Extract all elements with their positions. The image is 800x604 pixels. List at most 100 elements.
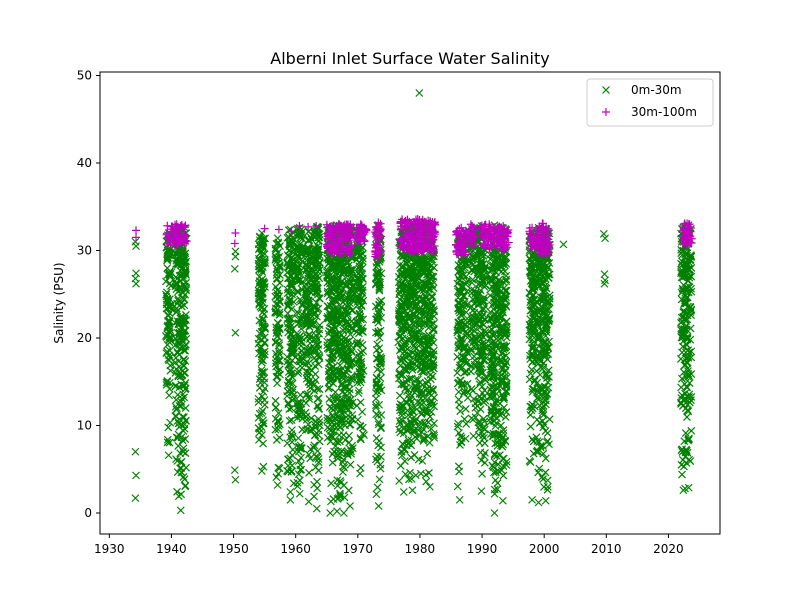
data-point bbox=[305, 468, 313, 477]
data-point bbox=[372, 434, 381, 443]
data-point bbox=[176, 372, 185, 381]
data-point bbox=[541, 427, 550, 436]
data-point bbox=[174, 248, 183, 257]
data-point bbox=[131, 494, 140, 503]
data-point bbox=[230, 466, 239, 475]
data-point bbox=[285, 237, 294, 246]
data-point bbox=[163, 435, 172, 444]
data-point bbox=[132, 242, 140, 251]
data-point bbox=[165, 295, 174, 304]
data-point bbox=[272, 329, 281, 338]
data-point bbox=[258, 295, 267, 303]
data-point bbox=[275, 310, 284, 319]
data-point bbox=[356, 469, 364, 478]
data-point bbox=[287, 334, 296, 343]
data-point bbox=[165, 334, 174, 342]
data-point bbox=[285, 416, 294, 425]
data-point bbox=[260, 339, 269, 348]
data-point bbox=[172, 455, 180, 464]
data-point bbox=[275, 339, 284, 348]
data-point bbox=[172, 308, 181, 316]
data-point bbox=[182, 270, 190, 279]
data-point bbox=[284, 288, 293, 297]
data-point bbox=[294, 275, 303, 284]
data-point bbox=[165, 391, 174, 400]
points-layer bbox=[131, 89, 696, 517]
data-point bbox=[172, 278, 181, 287]
data-point bbox=[271, 396, 280, 405]
data-point bbox=[231, 475, 240, 484]
data-point bbox=[231, 328, 240, 337]
data-point bbox=[259, 314, 267, 323]
data-point bbox=[376, 460, 385, 469]
data-point bbox=[275, 420, 284, 429]
data-point bbox=[259, 419, 267, 428]
data-point bbox=[311, 370, 320, 379]
data-point bbox=[310, 386, 319, 395]
data-point bbox=[258, 316, 267, 324]
data-point bbox=[284, 378, 293, 387]
data-point bbox=[257, 408, 266, 417]
data-point bbox=[258, 263, 267, 272]
data-point bbox=[174, 441, 183, 450]
data-point bbox=[288, 432, 297, 441]
data-point bbox=[181, 404, 190, 412]
data-point bbox=[258, 348, 267, 357]
data-point bbox=[477, 487, 486, 496]
data-point bbox=[408, 486, 417, 495]
data-point bbox=[426, 371, 435, 379]
data-point bbox=[297, 232, 305, 241]
data-point bbox=[259, 277, 268, 286]
data-point bbox=[293, 286, 302, 295]
series-30m-100m bbox=[132, 215, 696, 262]
data-point bbox=[295, 444, 303, 452]
data-point bbox=[399, 488, 408, 496]
data-point bbox=[683, 413, 691, 421]
data-point bbox=[295, 240, 304, 249]
data-point bbox=[174, 419, 183, 427]
data-point bbox=[284, 398, 293, 407]
data-point bbox=[175, 330, 184, 339]
data-point bbox=[294, 315, 303, 324]
data-point bbox=[180, 420, 189, 429]
data-point bbox=[295, 410, 303, 419]
data-point bbox=[397, 447, 406, 456]
data-point bbox=[261, 256, 269, 264]
data-point bbox=[415, 89, 424, 97]
data-point bbox=[346, 502, 354, 510]
data-point bbox=[295, 337, 304, 345]
data-point bbox=[175, 402, 184, 410]
data-point bbox=[294, 367, 303, 375]
data-point bbox=[176, 506, 185, 515]
data-point bbox=[258, 392, 266, 401]
data-point bbox=[255, 428, 264, 437]
data-point bbox=[289, 344, 298, 353]
data-point bbox=[274, 409, 283, 418]
data-point bbox=[260, 384, 269, 393]
data-point bbox=[174, 296, 183, 305]
data-point bbox=[396, 361, 405, 370]
data-point bbox=[273, 234, 282, 243]
data-point bbox=[312, 504, 321, 513]
data-point bbox=[286, 370, 295, 378]
data-point bbox=[293, 288, 302, 297]
data-point bbox=[163, 347, 172, 356]
data-point bbox=[258, 368, 267, 376]
data-point bbox=[423, 377, 432, 385]
data-point bbox=[295, 268, 304, 277]
data-point bbox=[377, 424, 385, 433]
data-point bbox=[283, 309, 292, 318]
data-point bbox=[310, 480, 319, 489]
data-point bbox=[463, 393, 472, 402]
data-point bbox=[679, 462, 688, 471]
data-point bbox=[164, 451, 173, 460]
data-point bbox=[395, 391, 404, 400]
data-point bbox=[172, 285, 181, 294]
data-point bbox=[526, 411, 535, 419]
data-point bbox=[180, 332, 188, 341]
data-point bbox=[526, 422, 535, 431]
data-point bbox=[271, 403, 280, 412]
data-point bbox=[173, 468, 182, 477]
data-point bbox=[275, 356, 283, 365]
data-point bbox=[541, 496, 550, 505]
